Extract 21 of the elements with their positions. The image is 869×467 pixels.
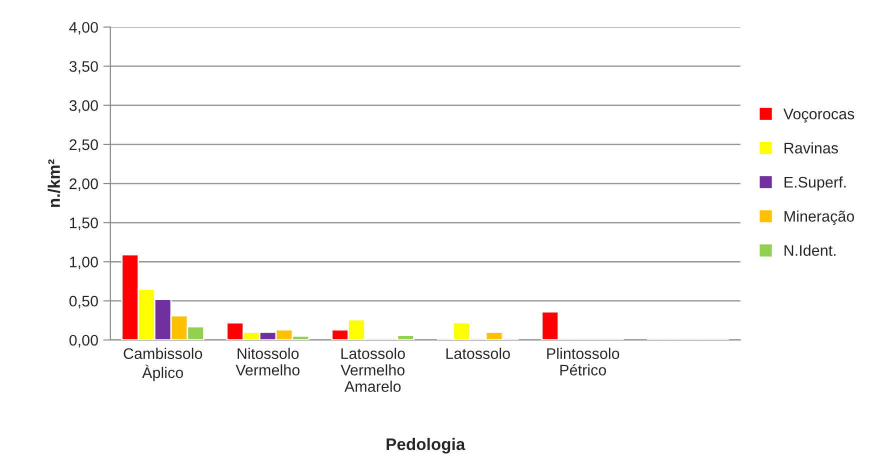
y-axis-title: n./km² bbox=[48, 159, 60, 207]
legend-label: Ravinas bbox=[784, 142, 838, 154]
x-tick-label: Latossolo bbox=[446, 348, 510, 360]
x-tick-label: Nitossolo Vermelho bbox=[236, 348, 300, 376]
legend-label: E.Superf. bbox=[784, 176, 846, 191]
legend-label: Mineração bbox=[784, 210, 854, 225]
x-tick-label: Latossolo Vermelho Amarelo bbox=[340, 348, 405, 392]
y-tick-label: 1,50 bbox=[70, 218, 98, 230]
x-tick-label: Cambissolo Àplico bbox=[124, 348, 202, 382]
y-tick-label: 0,00 bbox=[69, 334, 98, 348]
y-tick-label: 2,00 bbox=[70, 178, 98, 192]
y-tick-label: 1,00 bbox=[70, 256, 98, 270]
y-tick-label: 0,50 bbox=[69, 296, 98, 308]
y-tick-label: 4,00 bbox=[69, 22, 98, 35]
legend-label: N.Ident. bbox=[784, 244, 836, 256]
y-tick-label: 3,50 bbox=[69, 61, 98, 74]
legend-label: Voçorocas bbox=[783, 108, 854, 122]
y-tick-label: 2,50 bbox=[70, 139, 98, 152]
y-tick-label: 3,00 bbox=[69, 100, 98, 113]
x-axis-title: Pedologia bbox=[386, 438, 466, 454]
x-tick-label: Plintossolo Pétrico bbox=[547, 348, 620, 376]
